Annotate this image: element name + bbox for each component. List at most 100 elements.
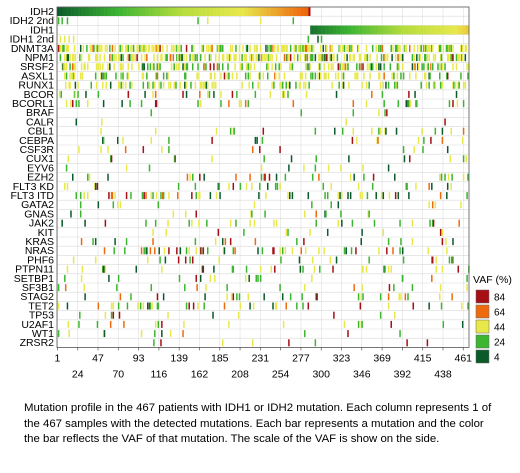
mutation-bar-idh2	[155, 7, 157, 16]
mutation-bar-gnas	[315, 210, 317, 218]
mutation-bar-dnmt3a	[395, 44, 398, 52]
mutation-bar-idh2	[271, 7, 273, 16]
mutation-bar-bcorl1	[352, 100, 355, 108]
mutation-bar-runx1	[338, 81, 340, 89]
mutation-bar-srsf2	[213, 63, 215, 71]
mutation-bar-idh2	[259, 7, 262, 16]
mutation-bar-dnmt3a	[211, 44, 213, 52]
mutation-bar-flt3-itd	[162, 192, 165, 200]
mutation-bar-npm1	[398, 54, 400, 62]
mutation-bar-ezh2	[263, 173, 265, 181]
gene-label: JAK2	[29, 218, 54, 230]
mutation-bar-idh1	[394, 25, 396, 35]
mutation-bar-idh2	[213, 7, 215, 16]
mutation-bar-dnmt3a	[399, 44, 401, 52]
mutation-bar-srsf2	[441, 63, 444, 71]
mutation-bar-npm1	[434, 54, 437, 62]
mutation-bar-npm1	[176, 54, 178, 62]
mutation-bar-npm1	[99, 54, 101, 62]
mutation-bar-srsf2	[368, 63, 370, 71]
mutation-bar-idh1	[447, 25, 449, 35]
mutation-bar-dnmt3a	[89, 44, 92, 52]
mutation-bar-asxl1	[319, 72, 321, 80]
mutation-bar-bcor	[85, 90, 87, 98]
mutation-bar-idh1	[466, 25, 468, 35]
mutation-bar-npm1	[229, 54, 232, 62]
mutation-bar-srsf2	[120, 63, 123, 71]
mutation-bar-tet2	[296, 302, 298, 310]
mutation-bar-gata2	[434, 201, 437, 209]
mutation-bar-runx1	[74, 81, 77, 89]
mutation-bar-dnmt3a	[79, 44, 82, 52]
mutation-bar-tet2	[142, 302, 145, 310]
mutation-bar-idh2	[249, 7, 251, 16]
mutation-bar-bcorl1	[415, 100, 417, 108]
mutation-bar-stag2	[387, 293, 390, 301]
mutation-bar-npm1	[134, 54, 137, 62]
mutation-bar-asxl1	[156, 72, 159, 80]
mutation-bar-csf3r	[124, 146, 127, 154]
mutation-bar-idh1	[322, 25, 324, 35]
mutation-bar-u2af1	[154, 320, 157, 328]
mutation-bar-tp53	[79, 311, 81, 319]
mutation-bar-runx1	[206, 81, 208, 89]
mutation-bar-kras	[194, 238, 197, 246]
mutation-bar-srsf2	[209, 63, 212, 71]
legend-label: 24	[494, 338, 506, 349]
legend-title: VAF (%)	[473, 274, 512, 286]
mutation-bar-dnmt3a	[394, 44, 397, 52]
mutation-bar-asxl1	[71, 72, 73, 80]
mutation-bar-flt3-itd	[150, 192, 153, 200]
mutation-bar-gnas	[264, 210, 266, 218]
mutation-bar-idh1	[369, 25, 371, 35]
mutation-bar-idh2	[298, 7, 300, 16]
mutation-bar-runx1	[298, 81, 301, 89]
mutation-bar-asxl1	[228, 72, 230, 80]
mutation-bar-asxl1	[262, 72, 265, 80]
mutation-bar-cbl1	[450, 127, 452, 135]
mutation-bar-npm1	[109, 54, 111, 62]
mutation-bar-ezh2	[268, 173, 271, 181]
gene-label: BRAF	[26, 107, 54, 119]
mutation-bar-flt3-itd	[108, 192, 110, 200]
mutation-bar-cbl1	[384, 127, 386, 135]
mutation-bar-dnmt3a	[63, 44, 65, 52]
mutation-bar-ptpn11	[365, 265, 368, 273]
mutation-bar-npm1	[189, 54, 191, 62]
mutation-bar-idh2	[230, 7, 232, 16]
mutation-bar-ezh2	[88, 173, 91, 181]
mutation-bar-idh2	[229, 7, 232, 16]
mutation-bar-runx1	[148, 81, 151, 89]
mutation-bar-dnmt3a	[305, 44, 308, 52]
mutation-bar-srsf2	[318, 63, 320, 71]
mutation-bar-cebpa	[122, 136, 124, 144]
mutation-bar-idh2	[180, 7, 182, 16]
mutation-bar-dnmt3a	[92, 44, 94, 52]
mutation-bar-bcorl1	[365, 100, 368, 108]
mutation-bar-npm1	[160, 54, 162, 62]
mutation-bar-srsf2	[184, 63, 186, 71]
mutation-bar-dnmt3a	[73, 44, 76, 52]
mutation-bar-npm1	[176, 54, 179, 62]
mutation-bar-jak2	[167, 219, 169, 227]
mutation-bar-dnmt3a	[219, 44, 221, 52]
mutation-bar-flt3-itd	[145, 192, 147, 200]
mutation-bar-runx1	[441, 81, 444, 89]
mutation-bar-idh1	[396, 25, 398, 35]
mutation-bar-npm1	[117, 54, 120, 62]
mutation-bar-idh1	[311, 25, 314, 35]
mutation-bar-wt1	[182, 330, 184, 338]
mutation-bar-stag2	[404, 293, 407, 301]
mutation-bar-idh2	[208, 7, 210, 16]
mutation-bar-tet2	[192, 302, 195, 310]
mutation-bar-npm1	[59, 54, 62, 62]
mutation-bar-npm1	[87, 54, 90, 62]
mutation-bar-flt3-itd	[397, 192, 400, 200]
mutation-bar-idh1	[381, 25, 383, 35]
mutation-bar-npm1	[426, 54, 429, 62]
mutation-bar-srsf2	[97, 63, 100, 71]
mutation-bar-sf3b1	[279, 284, 281, 292]
mutation-bar-dnmt3a	[216, 44, 219, 52]
mutation-bar-nras	[149, 247, 152, 255]
x-tick-label-top: 93	[133, 352, 145, 364]
